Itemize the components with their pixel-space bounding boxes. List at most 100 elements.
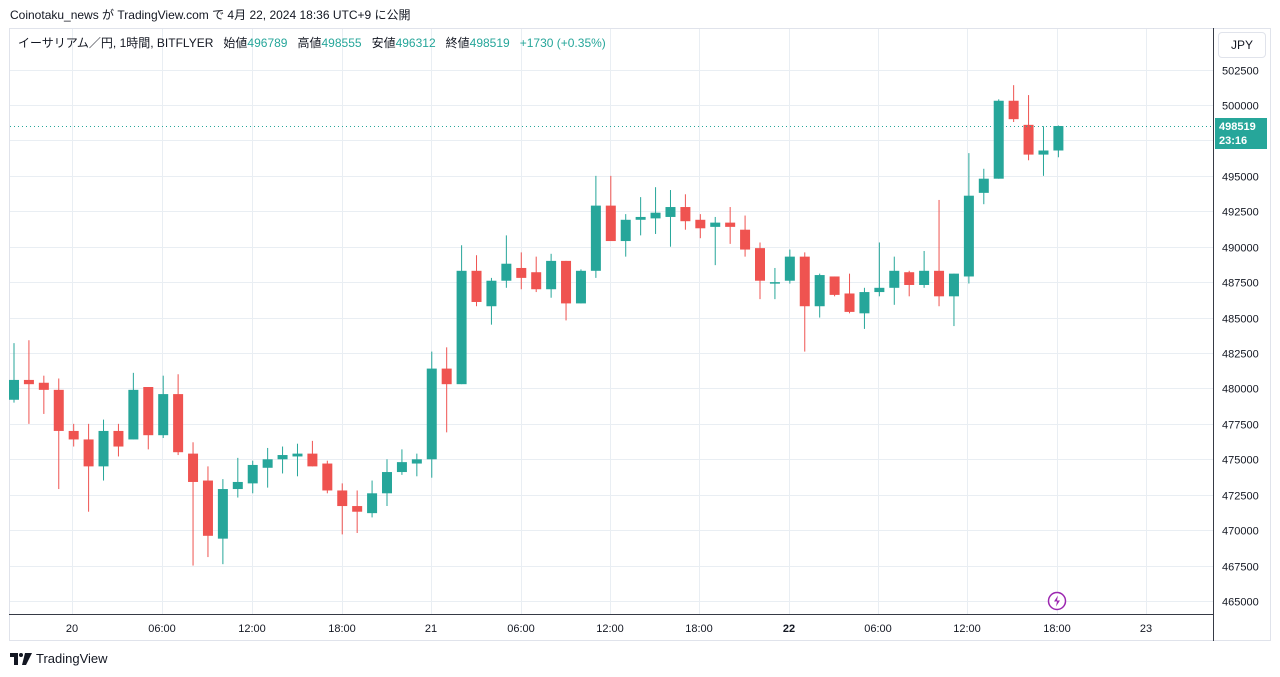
time-tick: 06:00: [148, 623, 176, 635]
candle: [1053, 125, 1064, 158]
candle: [98, 419, 109, 481]
legend-change: +1730 (+0.35%): [519, 36, 606, 50]
candle: [799, 252, 810, 352]
candle: [650, 187, 661, 234]
candle: [948, 273, 959, 327]
candle: [874, 242, 885, 297]
tradingview-logo[interactable]: TradingView: [10, 651, 108, 666]
candle: [978, 168, 989, 205]
candle: [426, 351, 437, 478]
lightning-icon[interactable]: [1047, 591, 1067, 611]
price-tick: 495000: [1222, 172, 1259, 184]
candle: [575, 269, 586, 304]
legend-low: 496312: [395, 36, 436, 50]
time-tick: 12:00: [238, 623, 266, 635]
price-tick: 482500: [1222, 349, 1259, 361]
candle: [725, 207, 736, 244]
candle: [292, 443, 303, 477]
price-tick: 492500: [1222, 207, 1259, 219]
candle: [202, 466, 213, 558]
price-tick: 502500: [1222, 66, 1259, 78]
candle: [904, 270, 915, 297]
candle: [501, 235, 512, 288]
time-tick: 06:00: [864, 623, 892, 635]
candle: [173, 374, 184, 456]
candle: [993, 99, 1004, 179]
candle: [859, 287, 870, 329]
bar-countdown: 23:16: [1219, 135, 1248, 147]
price-tick: 490000: [1222, 243, 1259, 255]
time-tick: 12:00: [596, 623, 624, 635]
price-tick: 475000: [1222, 455, 1259, 467]
price-tick: 485000: [1222, 314, 1259, 326]
price-tick: 470000: [1222, 526, 1259, 538]
candle: [23, 340, 34, 424]
candle: [561, 260, 572, 321]
candle: [232, 457, 243, 498]
candle: [620, 214, 631, 257]
time-tick: 20: [66, 623, 78, 635]
candle: [665, 190, 676, 247]
tradingview-logo-icon: [10, 652, 32, 665]
legend-high-label: 高値: [297, 36, 322, 50]
candle: [769, 267, 780, 300]
time-tick: 22: [783, 623, 795, 635]
candle: [1038, 126, 1049, 176]
time-axis[interactable]: 20 06:00 12:00 18:00 21 06:00 12:00 18:00 22 06:0…: [66, 623, 1152, 635]
candle: [247, 460, 258, 494]
price-tick: 472500: [1222, 491, 1259, 503]
candle: [486, 277, 497, 325]
legend-open-label: 始値: [223, 36, 248, 50]
candle: [337, 483, 348, 535]
candle: [83, 423, 94, 512]
candle: [471, 255, 482, 307]
candle: [590, 175, 601, 278]
time-tick: 18:00: [685, 623, 713, 635]
candle: [307, 440, 318, 467]
candle: [53, 378, 64, 490]
candles: [9, 85, 1064, 566]
candle: [546, 253, 557, 298]
candle: [963, 153, 974, 284]
legend-symbol: イーサリアム／円, 1時間, BITFLYER: [18, 36, 214, 50]
candle: [889, 256, 900, 305]
candle: [158, 375, 169, 439]
candle: [217, 479, 228, 565]
candle: [367, 480, 378, 518]
candle: [755, 242, 765, 300]
price-tick: 467500: [1222, 562, 1259, 574]
candle: [9, 343, 19, 403]
candle: [919, 250, 930, 288]
footer-brand: TradingView: [36, 651, 108, 666]
legend-close-label: 終値: [445, 36, 470, 50]
price-tick: 487500: [1222, 278, 1259, 290]
candle: [143, 387, 154, 450]
time-tick: 06:00: [507, 623, 535, 635]
candle: [128, 372, 139, 440]
candle: [188, 442, 199, 566]
last-price-badge: 498519 23:16: [1215, 118, 1267, 149]
candle: [680, 194, 691, 230]
legend-low-label: 安値: [371, 36, 396, 50]
legend-open: 496789: [247, 36, 288, 50]
candle: [322, 460, 333, 494]
candle: [695, 214, 706, 239]
candle: [635, 197, 646, 236]
candle: [784, 249, 795, 284]
price-tick: 500000: [1222, 101, 1259, 113]
candle: [277, 446, 288, 474]
candle: [710, 216, 721, 266]
candle: [382, 459, 392, 507]
currency-button[interactable]: JPY: [1218, 32, 1266, 58]
time-tick: 23: [1140, 623, 1152, 635]
candle: [113, 423, 124, 457]
price-tick: 477500: [1222, 420, 1259, 432]
time-tick: 21: [425, 623, 437, 635]
candle: [411, 453, 422, 477]
candle: [844, 273, 855, 314]
candle: [516, 252, 527, 290]
publish-caption: Coinotaku_news が TradingView.com で 4月 22…: [10, 8, 411, 22]
candle: [456, 245, 467, 385]
candle: [1023, 95, 1034, 161]
